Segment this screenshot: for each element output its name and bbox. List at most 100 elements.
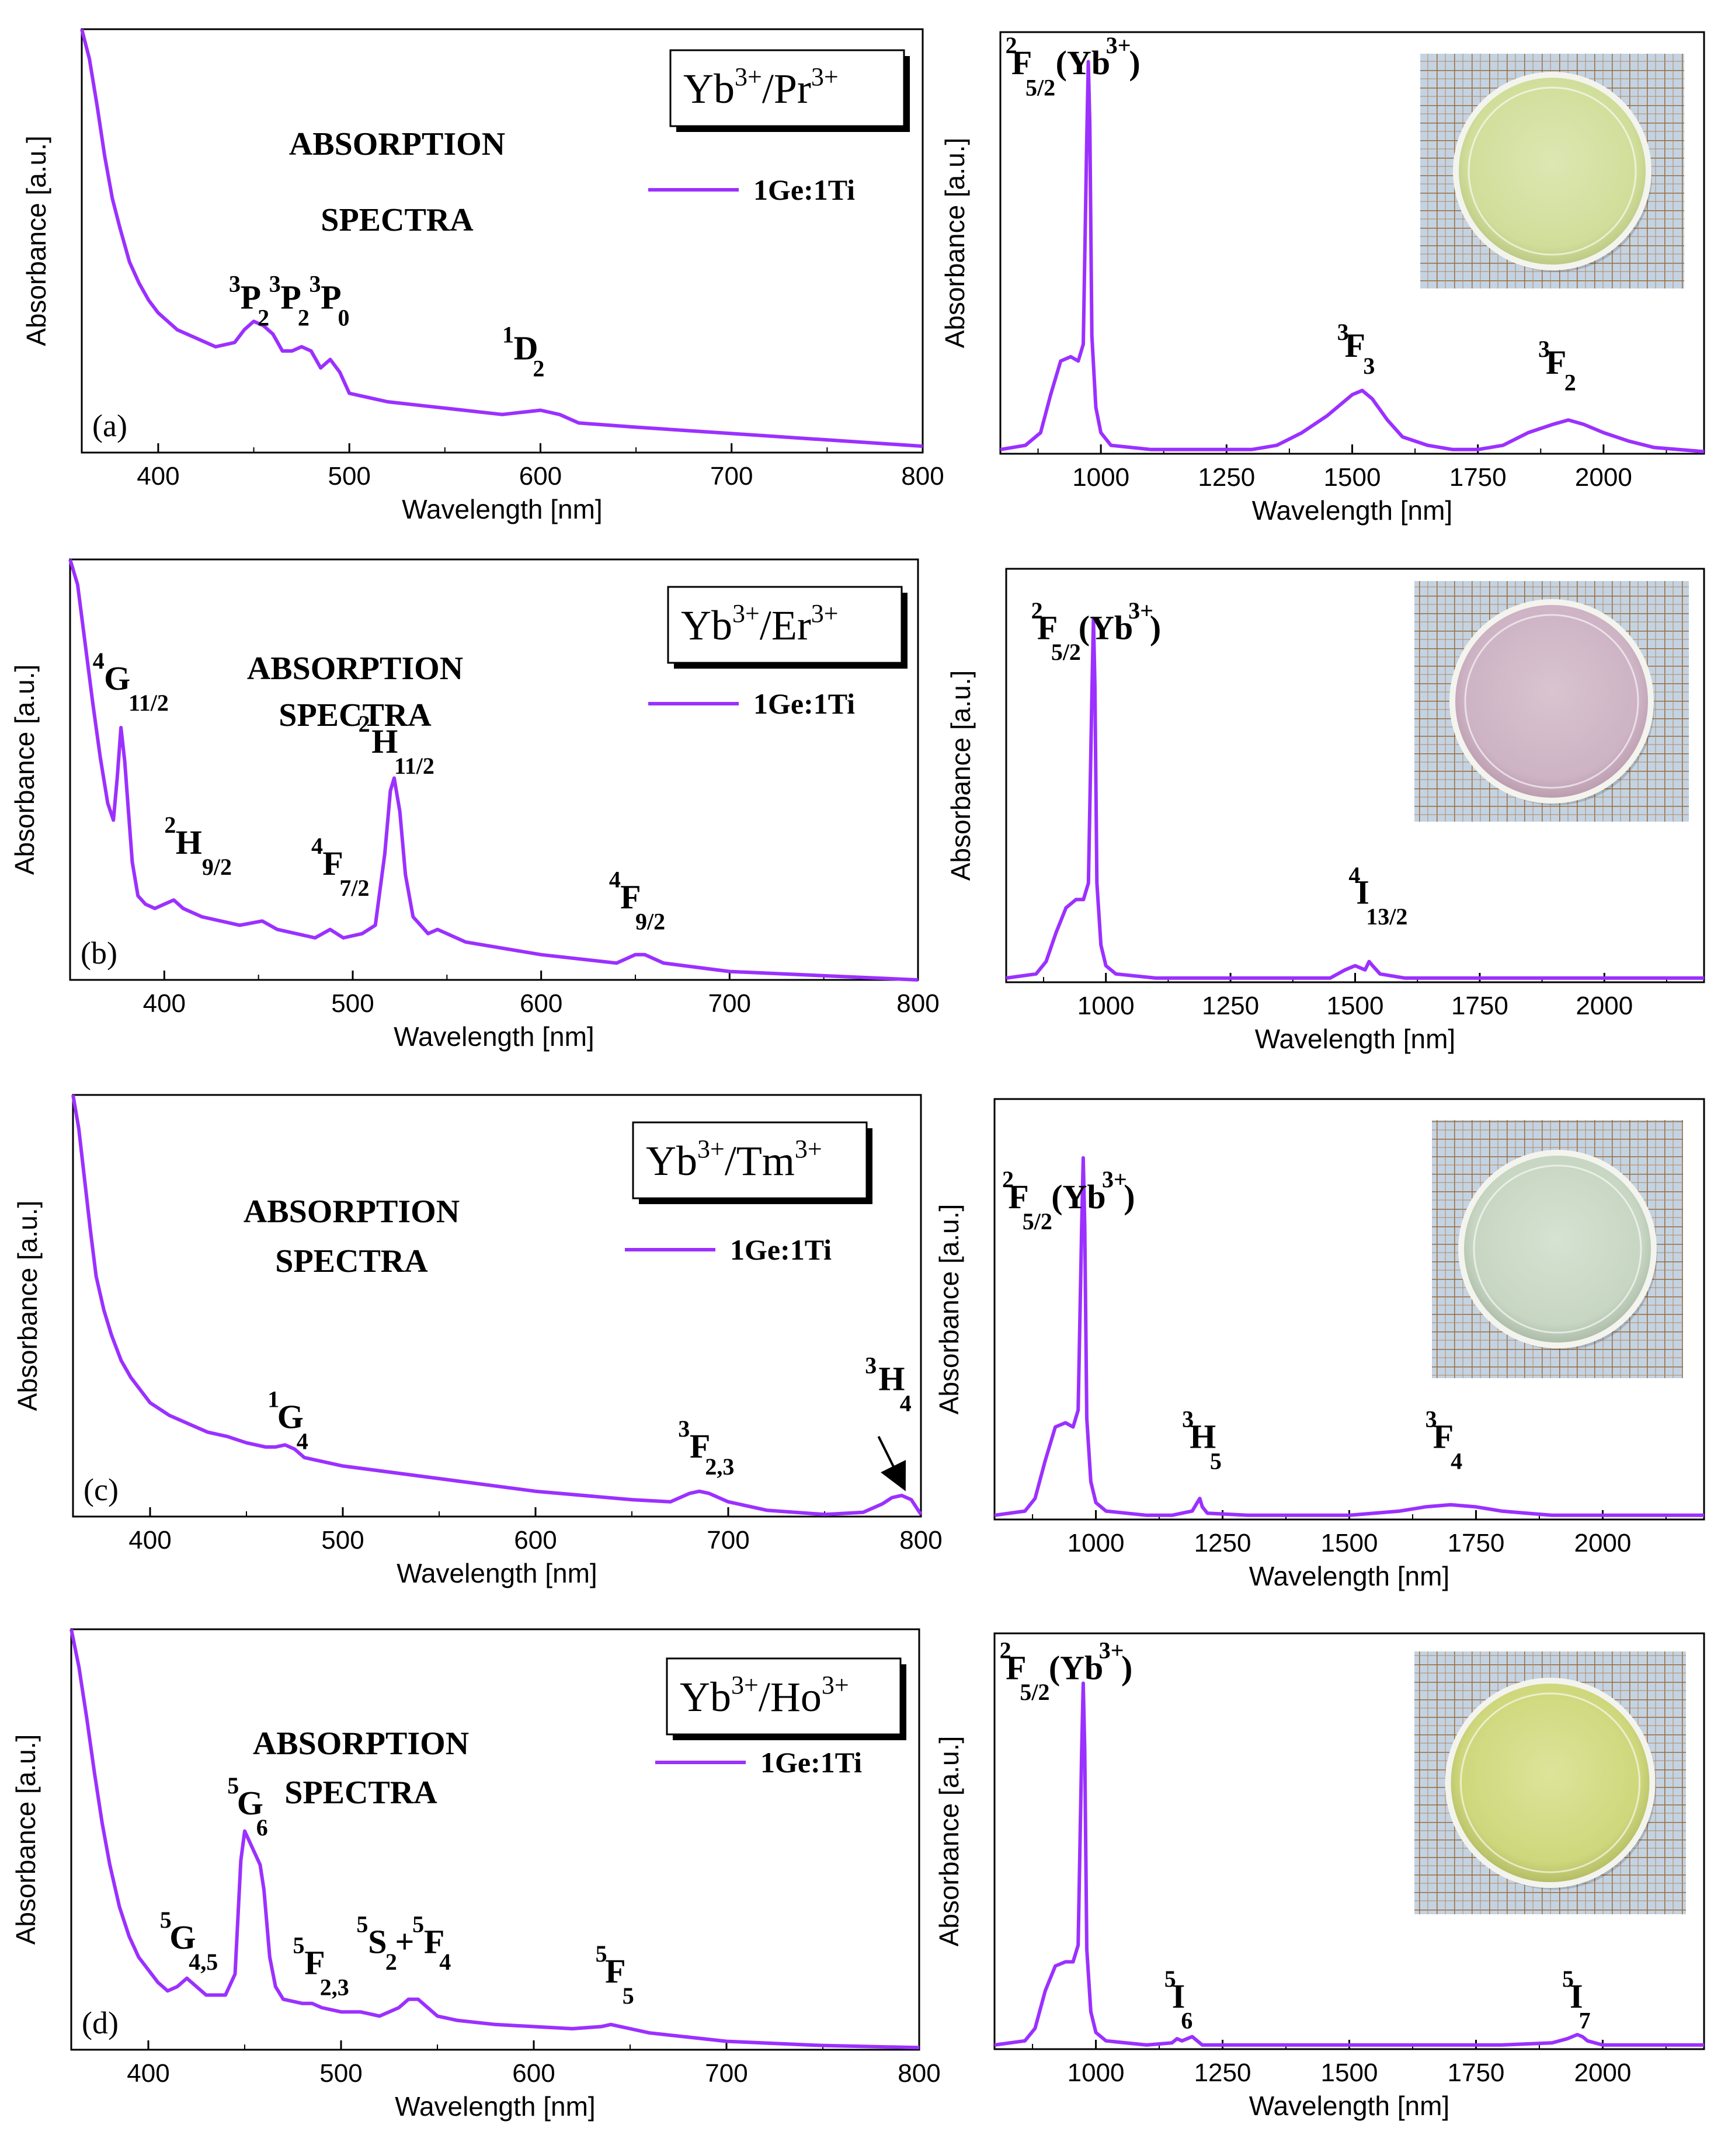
label-superscript: 4 xyxy=(1348,862,1360,888)
dopant-title-superscript: 3+ xyxy=(795,1135,822,1163)
label-subscript: 7 xyxy=(1579,2007,1591,2033)
title-box xyxy=(669,49,905,127)
transition-label: (Yb xyxy=(1079,608,1133,646)
label-subscript: 2,3 xyxy=(320,1974,349,2000)
x-tick-label: 1750 xyxy=(1449,463,1507,492)
transition-label: F xyxy=(1546,343,1566,381)
panel-label: (b) xyxy=(81,936,117,971)
y-axis-label: Absorbance [a.u.] xyxy=(9,665,40,875)
glass-disc xyxy=(1458,1150,1657,1348)
plot-frame xyxy=(72,1094,922,1518)
label-superscript: 1 xyxy=(267,1386,279,1412)
legend-label: 1Ge:1Ti xyxy=(730,1233,832,1266)
glass-sample-photo xyxy=(1414,581,1689,822)
chart-b-left: 400 500 600 700 800 Wavelength [nm] Absorbance… xyxy=(9,558,940,1052)
chart-c-right: 1000 1250 1500 1750 2000 Wavelength [nm] Absor… xyxy=(934,1098,1705,1591)
dopant-title: Yb3+/Er3+ xyxy=(681,599,839,649)
x-tick-label: 1000 xyxy=(1068,1529,1125,1557)
dopant-title-superscript: 3+ xyxy=(822,1671,849,1699)
transition-label: F xyxy=(304,1943,325,1981)
x-tick-label: 500 xyxy=(319,2059,362,2088)
chart-b-right: 1000 1250 1500 1750 2000 Wavelength [nm] Absor… xyxy=(945,568,1705,1054)
transition-label: F xyxy=(1008,1178,1028,1216)
y-axis-label: Absorbance [a.u.] xyxy=(934,1204,964,1415)
annotation-spectra: SPECTRA xyxy=(275,1243,428,1279)
annotation-absorption: ABSORPTION xyxy=(253,1726,469,1762)
dopant-title-part: Yb xyxy=(681,602,732,649)
x-tick-label: 700 xyxy=(705,2059,747,2088)
x-tick-label: 2000 xyxy=(1574,1529,1631,1557)
x-tick-label: 400 xyxy=(128,1526,171,1555)
dopant-title-superscript: 3+ xyxy=(731,1671,759,1699)
label-subscript: 3 xyxy=(1363,353,1375,379)
label-subscript: 7/2 xyxy=(339,875,369,901)
annotation-absorption: ABSORPTION xyxy=(244,1194,460,1230)
label-superscript: 2 xyxy=(164,812,176,838)
x-tick-label: 2000 xyxy=(1574,2058,1631,2087)
x-tick-label: 1000 xyxy=(1072,463,1129,492)
label-superscript: 2 xyxy=(1000,1637,1011,1664)
plot-frame xyxy=(81,28,924,454)
x-tick-label: 600 xyxy=(514,1526,557,1555)
series-line-d-left xyxy=(69,1629,920,2050)
label-subscript: 2,3 xyxy=(705,1453,734,1480)
label-superscript: 5 xyxy=(1562,1966,1574,1992)
series-line-c-left xyxy=(71,1094,923,1517)
y-axis-label: Absorbance [a.u.] xyxy=(11,1734,41,1945)
transition-label: F xyxy=(1345,326,1365,364)
legend-label: 1Ge:1Ti xyxy=(753,687,855,720)
label-superscript: 3+ xyxy=(1102,1166,1127,1192)
x-tick-label: 1750 xyxy=(1448,1529,1505,1557)
label-subscript: 2 xyxy=(533,356,544,382)
x-tick-label: 600 xyxy=(512,2059,555,2088)
series-line-a-right xyxy=(1000,60,1705,454)
x-tick-label: 500 xyxy=(321,1526,364,1555)
glass-sample-photo xyxy=(1432,1120,1683,1378)
x-tick-label: 1250 xyxy=(1194,1529,1251,1557)
annotation-spectra: SPECTRA xyxy=(279,697,432,733)
series-line-b-left xyxy=(68,559,919,982)
label-subscript: 2 xyxy=(258,305,269,331)
plot-frame xyxy=(70,1628,920,2051)
plot-frame xyxy=(69,558,919,981)
transition-label: G xyxy=(237,1784,263,1822)
transition-label: + xyxy=(395,1922,414,1960)
x-axis-label: Wavelength [nm] xyxy=(397,1558,597,1588)
transition-label: ) xyxy=(1129,44,1140,82)
annotation-arrow xyxy=(877,1435,906,1491)
x-tick-label: 1500 xyxy=(1324,463,1381,492)
label-superscript: 3 xyxy=(309,271,321,297)
label-subscript: 5/2 xyxy=(1023,1208,1052,1235)
label-superscript: 3 xyxy=(1538,336,1550,362)
label-subscript: 6 xyxy=(256,1814,268,1841)
label-subscript: 5 xyxy=(623,1983,634,2009)
dopant-title-part: Yb xyxy=(646,1138,697,1184)
transition-label: I xyxy=(1356,873,1369,911)
x-tick-label: 1250 xyxy=(1202,992,1259,1020)
label-superscript: 2 xyxy=(359,711,370,737)
label-subscript: 4 xyxy=(439,1949,451,1975)
transition-label: ) xyxy=(1121,1649,1132,1686)
x-tick-label: 700 xyxy=(710,462,753,491)
series-line-c-right xyxy=(994,1156,1704,1517)
label-subscript: 5/2 xyxy=(1051,639,1081,665)
x-tick-label: 1250 xyxy=(1194,2058,1251,2087)
x-tick-label: 1750 xyxy=(1448,2058,1505,2087)
x-tick-label: 2000 xyxy=(1575,463,1632,492)
glass-rim-highlight xyxy=(1464,614,1639,789)
label-subscript: 9/2 xyxy=(202,854,232,880)
title-box xyxy=(632,1121,868,1199)
label-superscript: 2 xyxy=(1002,1166,1014,1192)
y-axis-label: Absorbance [a.u.] xyxy=(21,135,51,346)
chart-a-left: 400 500 600 700 800 Wavelength [nm] Absorbance… xyxy=(21,28,944,524)
label-superscript: 3 xyxy=(1182,1406,1194,1432)
transition-label: S xyxy=(368,1922,387,1960)
transition-label: F xyxy=(1037,608,1058,646)
x-axis-label: Wavelength [nm] xyxy=(1255,1024,1455,1054)
legend-label: 1Ge:1Ti xyxy=(753,173,855,206)
glass-rim-highlight xyxy=(1468,86,1637,256)
x-tick-label: 700 xyxy=(707,1526,749,1555)
chart-d-right: 1000 1250 1500 1750 2000 Wavelength [nm] Absor… xyxy=(934,1632,1705,2121)
transition-label: G xyxy=(277,1397,304,1435)
transition-label: (Yb xyxy=(1049,1649,1103,1686)
